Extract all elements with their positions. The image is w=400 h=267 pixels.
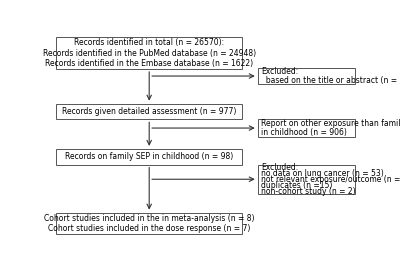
Text: Excluded:: Excluded: [262,163,299,172]
Text: Cohort studies included in the dose response (n = 7): Cohort studies included in the dose resp… [48,224,250,233]
Text: Records on family SEP in childhood (n = 98): Records on family SEP in childhood (n = … [65,152,233,162]
Text: duplicates (n =15): duplicates (n =15) [262,181,333,190]
Text: Records identified in the Embase database (n = 1622): Records identified in the Embase databas… [45,59,253,68]
Text: in childhood (n = 906): in childhood (n = 906) [262,128,347,137]
Text: Records identified in the PubMed database (n = 24948): Records identified in the PubMed databas… [43,49,256,58]
Text: Report on other exposure than family SEP: Report on other exposure than family SEP [262,119,400,128]
FancyBboxPatch shape [258,165,355,194]
FancyBboxPatch shape [258,119,355,137]
Text: not relevant exposure/outcome (n = 15): not relevant exposure/outcome (n = 15) [262,175,400,184]
Text: no data on lung cancer (n = 53): no data on lung cancer (n = 53) [262,169,384,178]
Text: Records identified in total (n = 26570):: Records identified in total (n = 26570): [74,38,224,47]
Text: Records given detailed assessment (n = 977): Records given detailed assessment (n = 9… [62,107,236,116]
Text: non-cohort study (n = 2): non-cohort study (n = 2) [262,187,356,196]
FancyBboxPatch shape [258,68,355,84]
FancyBboxPatch shape [56,104,242,119]
FancyBboxPatch shape [56,213,242,234]
FancyBboxPatch shape [56,149,242,165]
FancyBboxPatch shape [56,37,242,69]
Text: Excluded:: Excluded: [262,67,299,76]
Text: Cohort studies included in the in meta-analysis (n = 8): Cohort studies included in the in meta-a… [44,214,254,223]
Text: based on the title or abstract (n = 25573): based on the title or abstract (n = 2557… [262,76,400,85]
